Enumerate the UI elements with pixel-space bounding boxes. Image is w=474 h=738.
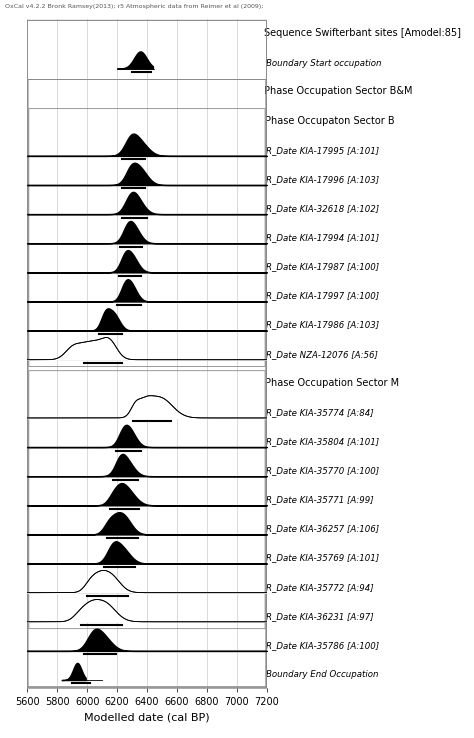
Text: R_Date KIA-35774 [A:84]: R_Date KIA-35774 [A:84]	[266, 408, 374, 417]
Text: R_Date KIA-35804 [A:101]: R_Date KIA-35804 [A:101]	[266, 437, 379, 446]
Text: Boundary Start occupation: Boundary Start occupation	[266, 58, 382, 68]
Text: R_Date NZA-12076 [A:56]: R_Date NZA-12076 [A:56]	[266, 350, 378, 359]
X-axis label: Modelled date (cal BP): Modelled date (cal BP)	[84, 713, 210, 723]
Text: R_Date KIA-17986 [A:103]: R_Date KIA-17986 [A:103]	[266, 320, 379, 330]
Text: Sequence Swifterbant sites [Amodel:85]: Sequence Swifterbant sites [Amodel:85]	[264, 28, 461, 38]
Text: R_Date KIA-17987 [A:100]: R_Date KIA-17987 [A:100]	[266, 263, 379, 272]
Text: R_Date KIA-36257 [A:106]: R_Date KIA-36257 [A:106]	[266, 525, 379, 534]
Text: R_Date KIA-17995 [A:101]: R_Date KIA-17995 [A:101]	[266, 146, 379, 155]
Text: R_Date KIA-36231 [A:97]: R_Date KIA-36231 [A:97]	[266, 612, 374, 621]
Text: R_Date KIA-35770 [A:100]: R_Date KIA-35770 [A:100]	[266, 466, 379, 475]
Text: R_Date KIA-17997 [A:100]: R_Date KIA-17997 [A:100]	[266, 292, 379, 300]
Text: Phase Occupation Sector M: Phase Occupation Sector M	[265, 378, 399, 387]
Text: R_Date KIA-32618 [A:102]: R_Date KIA-32618 [A:102]	[266, 204, 379, 213]
Text: Boundary End Occupation: Boundary End Occupation	[266, 670, 378, 679]
Text: R_Date KIA-35772 [A:94]: R_Date KIA-35772 [A:94]	[266, 583, 374, 592]
Text: Phase Occupation Sector B&M: Phase Occupation Sector B&M	[264, 86, 413, 97]
Text: R_Date KIA-17994 [A:101]: R_Date KIA-17994 [A:101]	[266, 233, 379, 242]
Text: OxCal v4.2.2 Bronk Ramsey(2013); r5 Atmospheric data from Reimer et al (2009);: OxCal v4.2.2 Bronk Ramsey(2013); r5 Atmo…	[5, 4, 263, 9]
Text: Phase Occupaton Sector B: Phase Occupaton Sector B	[265, 116, 395, 125]
Text: R_Date KIA-35771 [A:99]: R_Date KIA-35771 [A:99]	[266, 495, 374, 504]
Text: R_Date KIA-17996 [A:103]: R_Date KIA-17996 [A:103]	[266, 175, 379, 184]
Text: R_Date KIA-35769 [A:101]: R_Date KIA-35769 [A:101]	[266, 554, 379, 562]
Text: R_Date KIA-35786 [A:100]: R_Date KIA-35786 [A:100]	[266, 641, 379, 650]
